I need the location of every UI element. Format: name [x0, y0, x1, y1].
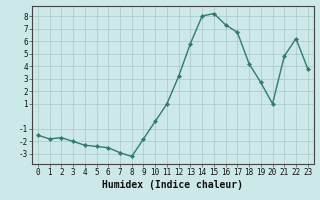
X-axis label: Humidex (Indice chaleur): Humidex (Indice chaleur)	[102, 180, 243, 190]
